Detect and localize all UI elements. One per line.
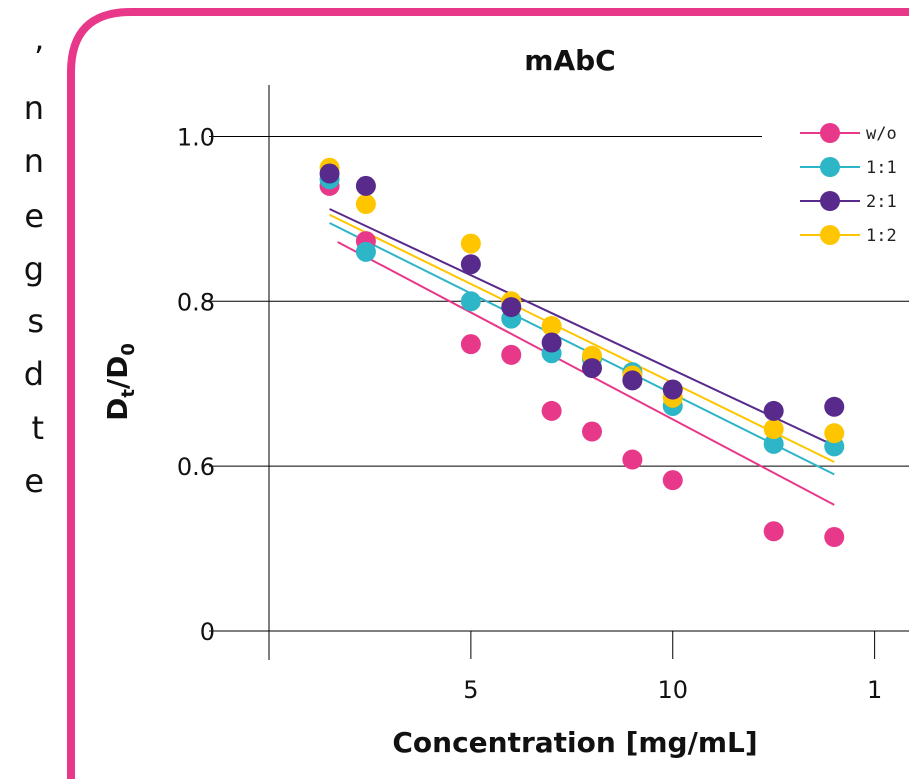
data-point-ratio_2_1 bbox=[355, 175, 376, 196]
x-tick-label: 10 bbox=[657, 676, 688, 704]
legend-marker bbox=[820, 191, 840, 211]
fit-line-ratio_2_1 bbox=[329, 208, 835, 447]
data-point-ratio_1_1 bbox=[460, 291, 481, 312]
data-point-ratio_2_1 bbox=[460, 254, 481, 275]
data-point-ratio_1_2 bbox=[763, 419, 784, 440]
data-point-w_o bbox=[824, 527, 845, 548]
data-point-w_o bbox=[622, 449, 643, 470]
legend-marker bbox=[820, 123, 840, 143]
side-text-fragment: n bbox=[23, 89, 44, 127]
y-tick-label: 0.6 bbox=[177, 453, 215, 481]
legend-label: 2:1 bbox=[866, 192, 897, 212]
data-point-ratio_1_1 bbox=[763, 433, 784, 454]
data-point-w_o bbox=[763, 521, 784, 542]
side-text-fragment: e bbox=[24, 462, 44, 500]
data-point-w_o bbox=[541, 400, 562, 421]
y-tick-label: 1.0 bbox=[177, 123, 215, 151]
fit-line-ratio_1_1 bbox=[329, 222, 835, 476]
legend-item: 1:1 bbox=[800, 157, 897, 178]
legend-marker bbox=[820, 225, 840, 245]
data-point-w_o bbox=[501, 344, 522, 365]
data-point-ratio_2_1 bbox=[501, 297, 522, 318]
y-axis-title-sub-t: t bbox=[118, 389, 139, 398]
fit-line-ratio_1_2 bbox=[329, 213, 835, 463]
legend-item: 2:1 bbox=[800, 191, 897, 212]
x-tick-label: 1 bbox=[867, 676, 882, 704]
side-text-column: ’ n n e g s d t e bbox=[0, 0, 60, 779]
y-tick-label: 0.8 bbox=[177, 288, 215, 316]
data-point-w_o bbox=[662, 470, 683, 491]
legend-marker bbox=[820, 157, 840, 177]
side-text-fragment: e bbox=[24, 197, 44, 235]
data-point-ratio_2_1 bbox=[582, 358, 602, 379]
data-point-w_o bbox=[460, 334, 481, 355]
data-point-ratio_1_2 bbox=[541, 316, 562, 337]
y-axis-title-sub-0: 0 bbox=[118, 343, 139, 356]
side-text-fragment: g bbox=[23, 250, 44, 288]
data-point-ratio_1_2 bbox=[460, 233, 481, 254]
data-point-ratio_2_1 bbox=[824, 396, 845, 417]
side-text-fragment: ’ bbox=[33, 39, 44, 77]
fit-lines bbox=[329, 208, 835, 506]
axes bbox=[209, 85, 909, 660]
grid-lines bbox=[209, 135, 909, 467]
chart-frame bbox=[67, 8, 909, 779]
y-axis-title-slash: /D bbox=[101, 356, 134, 389]
data-point-ratio_2_1 bbox=[319, 163, 340, 184]
legend-label: 1:1 bbox=[866, 158, 897, 178]
y-tick-labels: 0 0.6 0.8 1.0 bbox=[177, 123, 215, 646]
data-point-ratio_1_1 bbox=[355, 241, 376, 262]
y-tick-label: 0 bbox=[200, 618, 215, 646]
data-point-ratio_1_2 bbox=[824, 423, 845, 444]
side-text-fragment: d bbox=[23, 355, 44, 393]
legend-item: 1:2 bbox=[800, 225, 897, 246]
legend-item: w/o bbox=[800, 123, 897, 144]
data-points bbox=[319, 157, 845, 548]
data-point-ratio_1_2 bbox=[355, 194, 376, 215]
legend: w/o 1:1 2:1 1:2 bbox=[800, 123, 897, 246]
side-text-fragment: t bbox=[31, 409, 44, 447]
data-point-ratio_2_1 bbox=[662, 379, 683, 400]
x-ticks: 5 10 1 bbox=[463, 631, 882, 704]
chart-title: mAbC bbox=[524, 44, 615, 77]
y-axis-title-main: D bbox=[101, 398, 134, 421]
side-text-fragment: n bbox=[23, 142, 44, 180]
x-tick-label: 5 bbox=[463, 676, 478, 704]
y-axis-title: Dt/D0 bbox=[101, 343, 139, 421]
data-point-w_o bbox=[582, 421, 602, 442]
x-axis-title: Concentration [mg/mL] bbox=[392, 726, 757, 759]
side-text-fragment: s bbox=[27, 302, 44, 340]
legend-label: w/o bbox=[866, 124, 897, 144]
legend-label: 1:2 bbox=[866, 226, 897, 246]
data-point-ratio_2_1 bbox=[763, 400, 784, 421]
data-point-ratio_2_1 bbox=[622, 370, 643, 391]
data-point-ratio_2_1 bbox=[541, 332, 562, 353]
